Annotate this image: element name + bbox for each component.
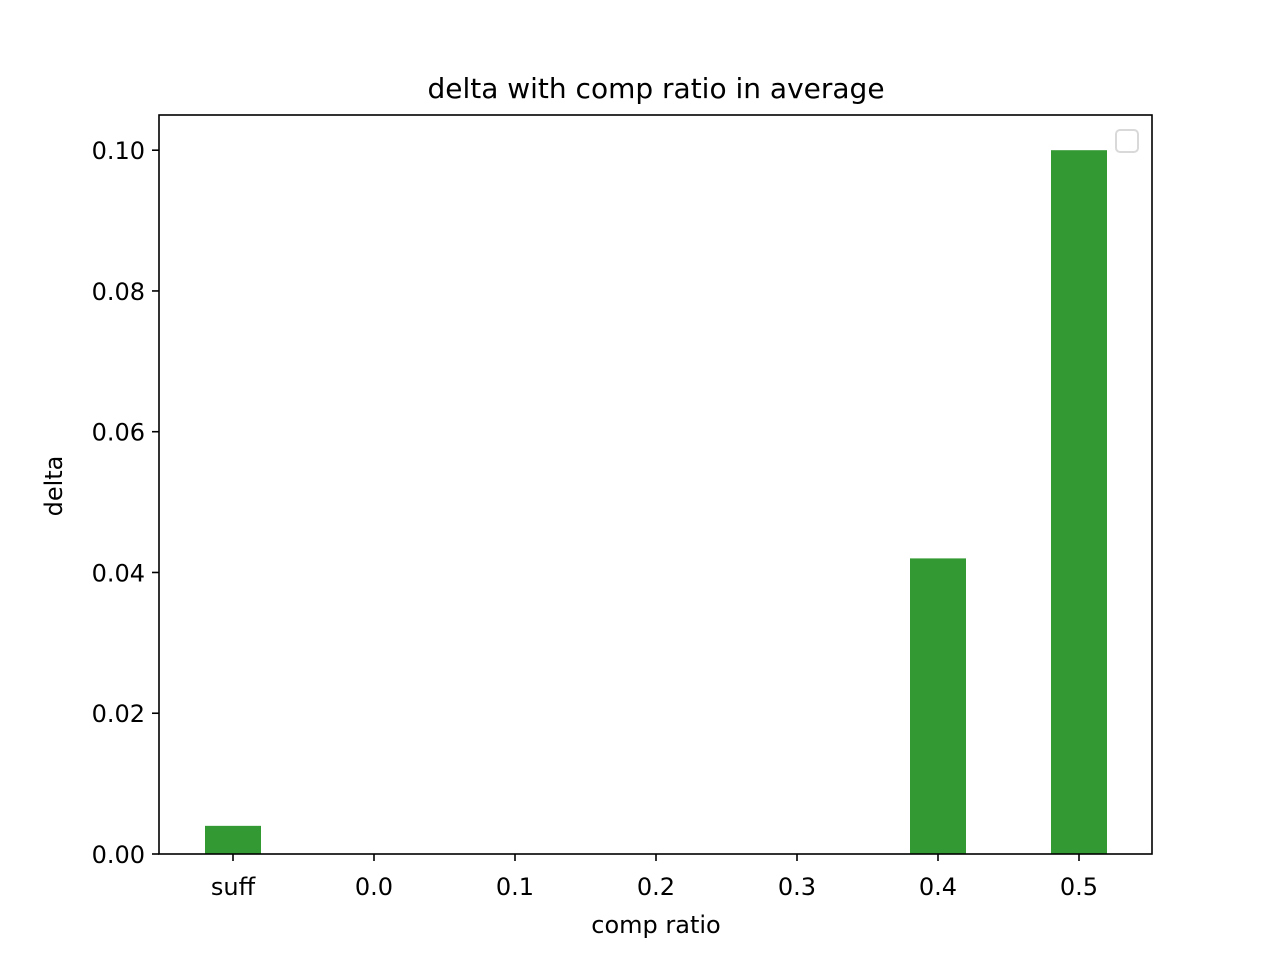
bar-suff bbox=[205, 825, 261, 854]
x-tick-label: 0.1 bbox=[496, 873, 534, 901]
y-tick-label: 0.06 bbox=[92, 419, 145, 447]
bars-group bbox=[205, 150, 1107, 854]
chart-title: delta with comp ratio in average bbox=[427, 72, 884, 105]
x-axis-ticks: suff 0.0 0.1 0.2 0.3 0.4 0.5 bbox=[211, 854, 1098, 901]
y-axis-ticks: 0.00 0.02 0.04 0.06 0.08 0.10 bbox=[92, 137, 159, 869]
x-tick-label: 0.5 bbox=[1060, 873, 1098, 901]
x-tick-label: 0.4 bbox=[919, 873, 957, 901]
y-tick-label: 0.08 bbox=[92, 278, 145, 306]
y-axis-label: delta bbox=[40, 456, 68, 517]
y-tick-label: 0.04 bbox=[92, 559, 145, 587]
y-tick-label: 0.00 bbox=[92, 841, 145, 869]
x-tick-label: 0.2 bbox=[637, 873, 675, 901]
x-tick-label: 0.0 bbox=[355, 873, 393, 901]
x-tick-label: suff bbox=[211, 873, 256, 901]
plot-frame bbox=[158, 114, 1153, 855]
bar-0.5 bbox=[1051, 150, 1107, 854]
bar-0.4 bbox=[910, 558, 966, 854]
x-axis-label: comp ratio bbox=[591, 911, 720, 939]
x-tick-label: 0.3 bbox=[778, 873, 816, 901]
legend-box bbox=[1115, 129, 1139, 153]
y-tick-label: 0.10 bbox=[92, 137, 145, 165]
y-tick-label: 0.02 bbox=[92, 700, 145, 728]
